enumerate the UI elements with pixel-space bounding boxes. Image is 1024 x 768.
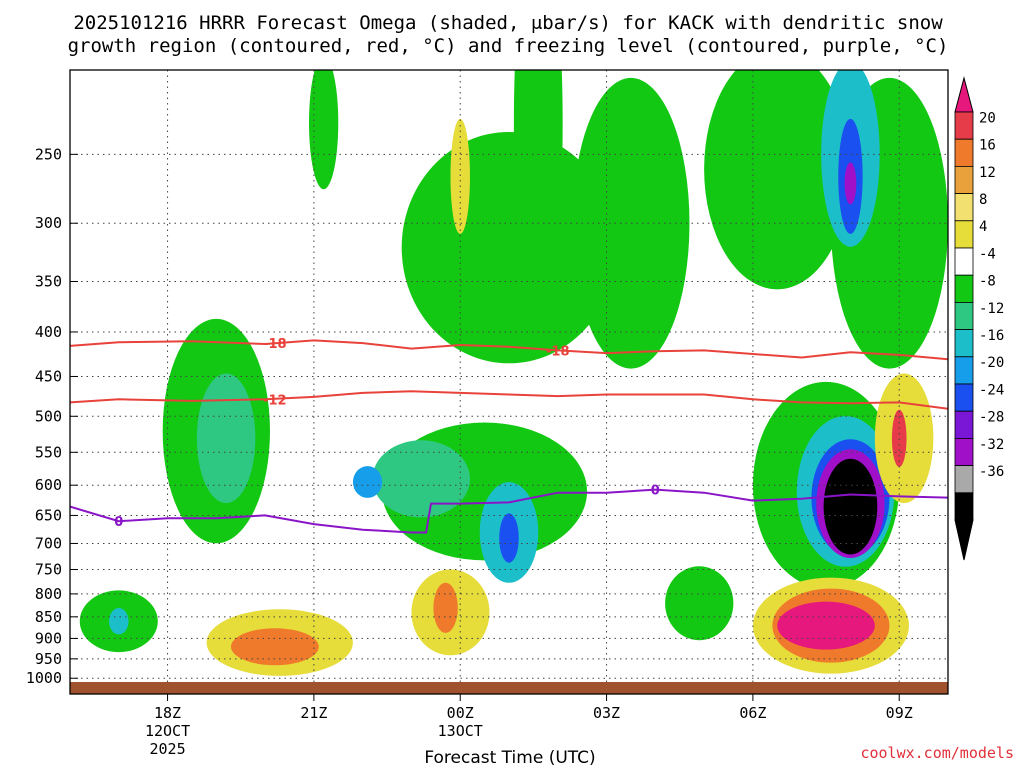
yellow-upper-mid — [450, 118, 470, 234]
y-tick-label: 850 — [35, 608, 62, 626]
teal-mid-left — [196, 373, 256, 504]
y-tick-label: 500 — [35, 407, 62, 425]
colorbar-label: 8 — [979, 192, 987, 208]
y-tick-label: 300 — [35, 214, 62, 232]
orange-lower-center — [433, 582, 458, 633]
x-tick-date: 13OCT — [438, 722, 483, 740]
teal-lower-left — [109, 608, 129, 635]
x-tick-year: 2025 — [149, 740, 185, 758]
y-axis-ticks: 250 300 350 400 450 500 550 600 650 700 750 800 850 9… — [26, 145, 78, 687]
contour-label: 0 — [651, 484, 660, 499]
grid-lines — [70, 70, 948, 682]
colorbar-label: -12 — [979, 301, 1004, 317]
teal-center — [372, 440, 470, 518]
green-ascent-upper-right — [704, 70, 851, 290]
colorbar-label: -20 — [979, 355, 1004, 371]
colorbar-segment — [954, 437, 974, 466]
colorbar-segment — [954, 138, 974, 167]
y-tick-label: 1000 — [26, 669, 62, 687]
chart-subtitle: growth region (contoured, red, °C) and f… — [68, 35, 949, 57]
site-credit: coolwx.com/models — [860, 744, 1014, 762]
contour-label: 0 — [114, 515, 123, 530]
contour-label: -18 — [263, 337, 287, 352]
colorbar-segment — [954, 410, 974, 439]
green-ascent-upper-3 — [513, 70, 563, 320]
omega-shading — [79, 70, 948, 676]
colorbar-segment — [954, 492, 974, 521]
colorbar-label: 12 — [979, 165, 996, 181]
chart-title: 2025101216 HRRR Forecast Omega (shaded, … — [73, 12, 943, 34]
colorbar-label: 4 — [979, 219, 987, 235]
x-tick-label: 18Z — [154, 704, 181, 722]
colorbar-segment — [954, 193, 974, 222]
colorbar-segment — [954, 111, 974, 140]
x-tick-label: 03Z — [593, 704, 620, 722]
x-axis-label: Forecast Time (UTC) — [424, 748, 595, 768]
y-tick-label: 400 — [35, 323, 62, 341]
colorbar-bottom-arrow — [954, 519, 974, 561]
contour--18 — [70, 339, 948, 361]
colorbar-segment — [954, 383, 974, 412]
purple-upper-right — [844, 162, 857, 205]
green-lower-mid-right — [665, 566, 734, 641]
contour-0 — [70, 488, 948, 534]
colorbar-label: -24 — [979, 382, 1004, 398]
y-tick-label: 350 — [35, 272, 62, 290]
colorbar-label: 16 — [979, 138, 996, 154]
green-ascent-upper-2 — [572, 77, 690, 369]
x-tick-date: 12OCT — [145, 722, 190, 740]
colorbar-label: -4 — [979, 246, 996, 262]
y-tick-label: 950 — [35, 650, 62, 668]
blue-center-left — [352, 466, 383, 498]
y-tick-label: 900 — [35, 629, 62, 647]
y-tick-label: 650 — [35, 506, 62, 524]
y-tick-label: 250 — [35, 145, 62, 163]
plot-frame — [69, 69, 949, 695]
colorbar-segment — [954, 247, 974, 276]
y-tick-label: 750 — [35, 561, 62, 579]
temperature-contours: -18 -18 -12 0 0 — [70, 337, 948, 534]
colorbar-segment — [954, 301, 974, 330]
colorbar-label: 20 — [979, 110, 996, 126]
colorbar-segment — [954, 165, 974, 194]
colorbar-segment — [954, 356, 974, 385]
y-tick-label: 800 — [35, 585, 62, 603]
x-tick-label: 00Z — [447, 704, 474, 722]
contour--12 — [70, 390, 948, 410]
colorbar-label: -32 — [979, 437, 1004, 453]
y-tick-label: 700 — [35, 534, 62, 552]
contour-label: -18 — [546, 344, 570, 359]
x-tick-label: 09Z — [886, 704, 913, 722]
colorbar-top-arrow — [954, 76, 974, 113]
colorbar-segment — [954, 329, 974, 358]
x-tick-label: 21Z — [300, 704, 327, 722]
orange-lower-left — [230, 628, 319, 666]
magenta-lower-right — [777, 601, 875, 650]
x-tick-label: 06Z — [739, 704, 766, 722]
colorbar-label: -16 — [979, 328, 1004, 344]
colorbar-segment — [954, 274, 974, 303]
y-tick-label: 550 — [35, 443, 62, 461]
colorbar-label: -28 — [979, 410, 1004, 426]
green-ascent-upper-left — [309, 70, 339, 190]
ground-bar — [70, 682, 948, 694]
y-tick-label: 600 — [35, 476, 62, 494]
colorbar-label: -36 — [979, 464, 1004, 480]
red-right-mid — [891, 409, 907, 467]
colorbar-segment — [954, 465, 974, 494]
colorbar-segment — [954, 220, 974, 249]
colorbar-label: -8 — [979, 274, 996, 290]
y-tick-label: 450 — [35, 367, 62, 385]
colorbar: 20 16 12 8 4 -4 -8 -12 -16 -20 -24 -28 -32 -36 — [954, 76, 1004, 561]
black-right-mid — [823, 458, 878, 555]
contour-label: -12 — [263, 393, 287, 408]
blue-center-right — [499, 513, 519, 563]
